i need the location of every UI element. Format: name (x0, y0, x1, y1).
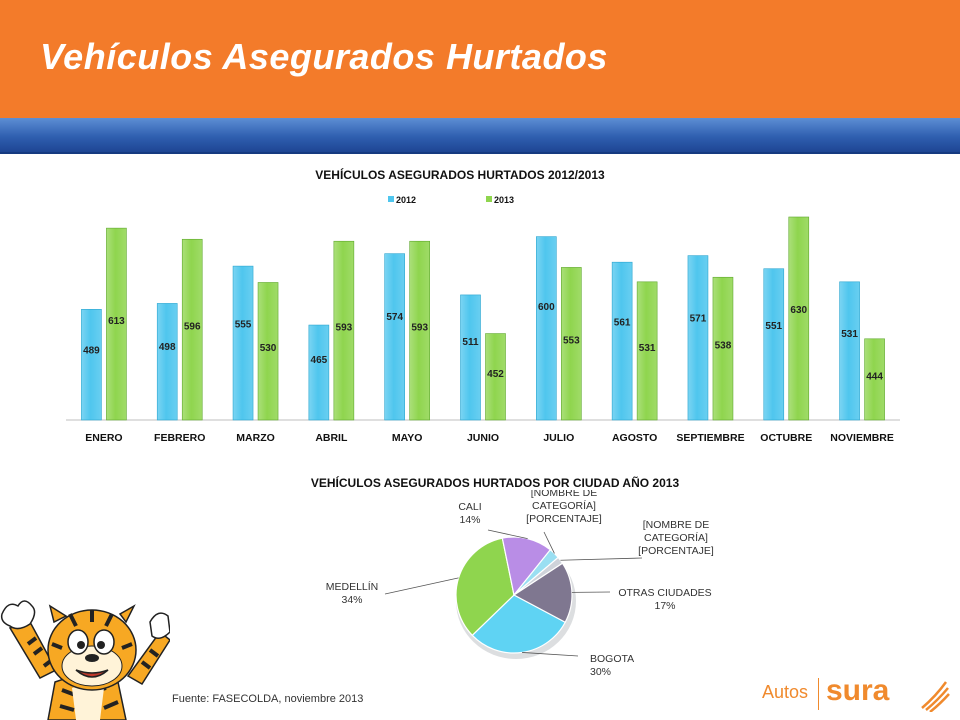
data-label: 551 (765, 321, 782, 332)
pie-label-3: [NOMBRE DE CATEGORÍA] [PORCENTAJE] (526, 490, 602, 525)
pie-label-4: [NOMBRE DE CATEGORÍA] [PORCENTAJE] (638, 519, 714, 557)
data-label: 530 (260, 343, 277, 354)
data-label: 600 (538, 302, 555, 313)
x-tick-label: AGOSTO (612, 432, 657, 444)
header: Vehículos Asegurados Hurtados (0, 0, 960, 118)
pie-label-2: CALI 14% (458, 501, 481, 526)
pie-chart: BOGOTA 30% MEDELLÍN 34% CALI 14% [NOMBRE DE CAT… (326, 490, 714, 678)
data-label: 574 (386, 312, 403, 323)
legend-label-2013: 2013 (494, 195, 514, 205)
data-label: 630 (790, 305, 807, 316)
x-tick-label: MARZO (236, 432, 275, 444)
pie-chart-title: VEHÍCULOS ASEGURADOS HURTADOS POR CIUDAD… (310, 476, 680, 490)
x-tick-label: OCTUBRE (760, 432, 812, 444)
x-tick-label: SEPTIEMBRE (676, 432, 744, 444)
bar-2013-agosto (636, 281, 658, 421)
x-tick-label: MAYO (392, 432, 423, 444)
pie-label-5: OTRAS CIUDADES 17% (618, 587, 711, 612)
pie-slice-5 (512, 562, 573, 624)
pie-leader-line (543, 531, 555, 554)
data-label: 498 (159, 342, 176, 353)
pie-leader-line (384, 577, 459, 595)
bar-2013-junio (485, 333, 506, 421)
data-label: 593 (336, 323, 353, 334)
data-label: 489 (83, 346, 100, 357)
bar-2013-mayo (409, 240, 430, 421)
data-label: 553 (563, 336, 580, 347)
bar-2012-julio (536, 236, 557, 421)
header-accent-bar (0, 118, 960, 154)
source-note: Fuente: FASECOLDA, noviembre 2013 (172, 693, 364, 705)
x-tick-label: JUNIO (467, 432, 499, 444)
bar-2013-octubre (788, 216, 810, 421)
pie-label-0: BOGOTA 30% (590, 653, 634, 678)
data-label: 452 (487, 369, 504, 380)
tiger-mascot-icon (0, 600, 170, 720)
bar-2012-octubre (763, 268, 785, 421)
x-tick-label: ABRIL (315, 432, 348, 444)
bar-2013-septiembre (712, 276, 734, 421)
data-label: 444 (866, 371, 883, 382)
sura-swoosh-icon (921, 681, 950, 712)
bar-2012-mayo (384, 253, 405, 421)
data-label: 593 (411, 323, 428, 334)
pie-leader-line (487, 529, 528, 540)
data-label: 555 (235, 320, 252, 331)
bar-2013-noviembre (864, 338, 885, 421)
bar-2012-abril (308, 324, 330, 421)
x-tick-label: NOVIEMBRE (830, 432, 894, 444)
bar-chart-title: VEHÍCULOS ASEGURADOS HURTADOS 2012/2013 (315, 168, 605, 182)
legend-label-2012: 2012 (396, 195, 416, 205)
data-label: 531 (639, 343, 656, 354)
data-label: 511 (462, 337, 479, 348)
bar-2013-marzo (257, 282, 279, 421)
bar-2013-abril (333, 240, 355, 421)
pie-leader-line (560, 557, 643, 561)
data-label: 571 (690, 313, 707, 324)
x-tick-label: JULIO (543, 432, 574, 444)
legend-swatch-2012 (388, 196, 394, 202)
pie-slice-0 (471, 594, 567, 654)
bar-2012-junio (460, 294, 481, 421)
brand-sura-label: sura (826, 674, 890, 707)
bar-2012-noviembre (839, 281, 860, 421)
x-tick-label: FEBRERO (154, 432, 205, 444)
pie-label-1: MEDELLÍN 34% (326, 580, 379, 606)
brand-autos-label: Autos (762, 682, 809, 702)
bar-2012-agosto (611, 261, 633, 421)
x-tick-label: ENERO (85, 432, 122, 444)
data-label: 531 (841, 329, 858, 340)
bar-chart: 489 613 ENERO 498 596 FEBRERO 555 530 MARZO 465 59… (66, 195, 900, 444)
brand-separator (818, 678, 819, 710)
brand-logo: Autos sura (762, 674, 952, 716)
bar-2012-enero (81, 309, 102, 421)
data-label: 465 (311, 355, 328, 366)
bar-2012-febrero (156, 303, 178, 421)
data-label: 538 (715, 341, 732, 352)
page-title: Vehículos Asegurados Hurtados (40, 36, 608, 77)
bar-2013-julio (561, 267, 582, 421)
data-label: 596 (184, 322, 201, 333)
legend-swatch-2013 (486, 196, 492, 202)
bar-2013-febrero (181, 238, 203, 421)
data-label: 561 (614, 317, 631, 328)
pie-leader-line (522, 652, 579, 657)
bar-2013-enero (106, 227, 127, 421)
bar-2012-marzo (232, 265, 254, 421)
data-label: 613 (108, 316, 125, 327)
bar-2012-septiembre (687, 255, 709, 421)
